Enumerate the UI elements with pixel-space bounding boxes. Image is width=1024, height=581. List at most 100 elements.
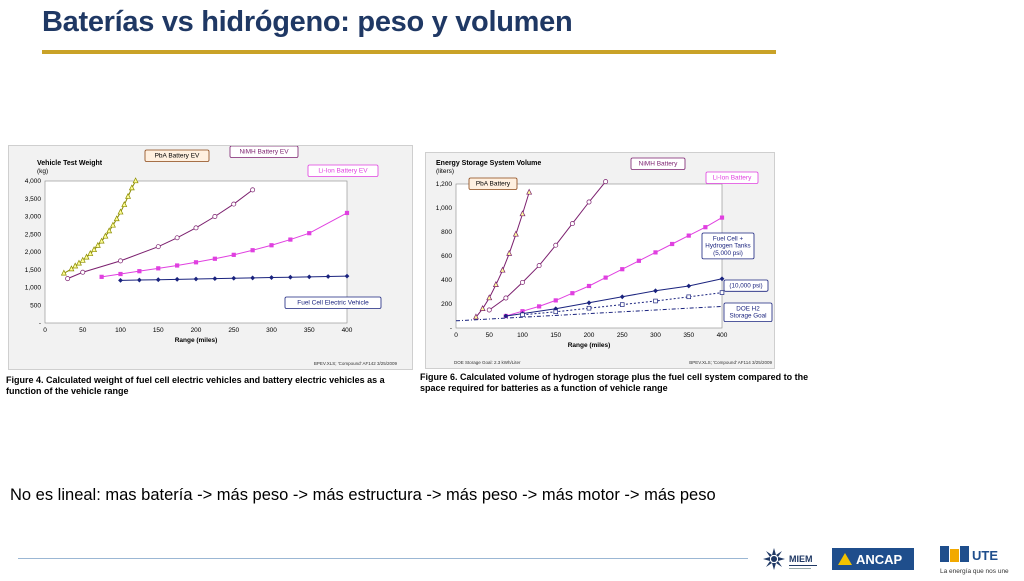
label-doe-goal-text: Storage Goal — [729, 313, 766, 320]
data-point — [670, 241, 675, 247]
data-point — [94, 241, 101, 248]
data-point — [586, 199, 592, 205]
label-doe-goal-box — [723, 302, 773, 323]
y-tick-label: 2,500 — [25, 231, 42, 238]
x-tick-label: 200 — [584, 332, 595, 339]
label-pba-vol-text: PbA Battery — [476, 181, 511, 188]
label-fc-10000-text: (10,000 psi) — [729, 282, 762, 289]
label-nimh-text: NiMH Battery EV — [239, 149, 289, 156]
data-point — [106, 227, 113, 234]
data-point — [174, 235, 180, 241]
label-pba-vol: PbA Battery — [468, 177, 518, 190]
svg-text:UTE: UTE — [972, 548, 998, 563]
data-point — [686, 233, 691, 238]
data-point — [128, 184, 135, 191]
data-point — [91, 246, 98, 253]
svg-text:La energía que nos une: La energía que nos une — [940, 568, 1009, 575]
chart-title: Energy Storage System Volume — [436, 160, 541, 167]
label-liion-vol: Li-Ion Battery — [705, 171, 759, 184]
data-point — [155, 244, 161, 250]
data-point — [703, 225, 708, 230]
x-tick-label: 150 — [550, 332, 561, 339]
x-tick-label: 400 — [717, 332, 728, 339]
data-point — [479, 305, 486, 311]
data-point — [503, 295, 509, 301]
weight-chart-panel: Vehicle Test Weight (kg) -500 1,000 1,500 2,0… — [8, 145, 413, 370]
x-tick-label: 0 — [454, 332, 458, 339]
series-1 — [486, 179, 609, 313]
data-point — [325, 274, 331, 279]
x-tick-label: 250 — [617, 332, 628, 339]
data-point — [686, 283, 692, 289]
data-point — [620, 302, 625, 307]
y-tick-label: 200 — [441, 301, 452, 308]
data-point — [344, 210, 350, 216]
data-point — [80, 269, 86, 275]
data-point — [79, 256, 86, 263]
y-tick-label: - — [39, 320, 41, 327]
data-point — [520, 312, 525, 318]
y-tick-label: 1,000 — [25, 285, 42, 292]
data-point — [603, 275, 608, 280]
data-point — [526, 188, 533, 195]
data-point — [506, 249, 513, 256]
data-point — [636, 258, 641, 263]
label-nimh-box — [229, 146, 299, 158]
label-fc-5000-text: Fuel Cell + — [713, 235, 744, 242]
y-tick-label: 1,200 — [436, 181, 453, 188]
data-point — [553, 298, 558, 303]
data-point — [603, 179, 609, 185]
x-tick-label: 250 — [228, 327, 239, 334]
series-4 — [520, 290, 725, 318]
data-point — [620, 267, 625, 272]
data-point — [512, 230, 519, 237]
data-point — [307, 231, 312, 236]
label-liion: Li-Ion Battery EV — [307, 164, 379, 177]
label-doe-goal-text: DOE H2 — [736, 305, 760, 312]
volume-chart-panel: Energy Storage System Volume (liters) - 200… — [425, 152, 775, 369]
data-point — [586, 300, 592, 306]
storage-goal-note: DOE Storage Goal: 2.3 kWh/Liter — [454, 360, 521, 365]
series-0 — [472, 188, 533, 320]
data-point — [570, 291, 575, 296]
data-point — [553, 242, 559, 248]
svg-text:ANCAP: ANCAP — [856, 552, 903, 567]
chart-title: Vehicle Test Weight — [37, 160, 103, 167]
x-tick-label: 350 — [683, 332, 694, 339]
data-point — [586, 305, 592, 311]
data-point — [193, 225, 199, 231]
series-1 — [65, 187, 256, 282]
data-point — [719, 276, 725, 282]
data-point — [118, 258, 123, 264]
series-2 — [99, 210, 350, 279]
data-point — [472, 313, 479, 320]
data-point — [99, 274, 104, 279]
data-point — [60, 269, 67, 276]
data-point — [486, 294, 493, 301]
series-0 — [60, 177, 139, 276]
data-point — [113, 215, 120, 222]
y-tick-label: 600 — [441, 253, 452, 260]
volume-chart: Energy Storage System Volume(liters) - 200… — [436, 157, 773, 365]
ancap-chevron-icon — [838, 553, 852, 565]
data-point — [125, 192, 132, 199]
x-tick-label: 0 — [43, 327, 47, 334]
x-tick-label: 50 — [79, 327, 87, 334]
data-point — [136, 277, 142, 283]
chart-source: BPEV.XLS; 'Compound' AF142 3/25/2009 — [314, 361, 398, 366]
data-point — [68, 265, 75, 272]
label-pba-vol-box — [468, 177, 518, 190]
data-point — [109, 221, 116, 228]
data-point — [98, 237, 105, 244]
data-point — [287, 274, 293, 280]
data-point — [586, 283, 592, 289]
data-point — [553, 306, 559, 312]
data-point — [686, 294, 692, 300]
label-pba-box — [144, 149, 210, 162]
data-point — [719, 290, 725, 295]
data-point — [102, 232, 109, 239]
data-point — [72, 262, 79, 269]
x-tick-label: 100 — [517, 332, 528, 339]
data-point — [719, 215, 725, 220]
